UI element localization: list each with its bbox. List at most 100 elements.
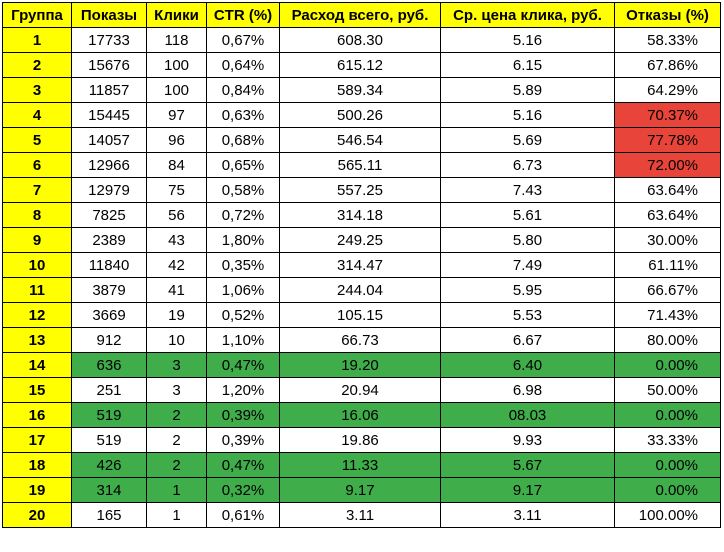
- group-cell: 11: [2, 277, 72, 303]
- group-cell: 16: [2, 402, 72, 428]
- header-avg-click-price: Ср. цена клика, руб.: [440, 2, 615, 28]
- group-cell: 4: [2, 102, 72, 128]
- avg-click-price-cell: 5.95: [440, 277, 615, 303]
- group-cell: 14: [2, 352, 72, 378]
- ctr-cell: 0,39%: [206, 402, 280, 428]
- ctr-cell: 0,52%: [206, 302, 280, 328]
- impressions-cell: 15445: [71, 102, 147, 128]
- impressions-cell: 251: [71, 377, 147, 403]
- group-cell: 3: [2, 77, 72, 103]
- group-cell: 15: [2, 377, 72, 403]
- impressions-cell: 12979: [71, 177, 147, 203]
- impressions-cell: 426: [71, 452, 147, 478]
- bounce-rate-cell: 63.64%: [614, 177, 721, 203]
- header-ctr: CTR (%): [206, 2, 280, 28]
- table-row: 2 15676 100 0,64% 615.12 6.15 67.86%: [2, 52, 721, 78]
- ctr-cell: 0,67%: [206, 27, 280, 53]
- bounce-rate-cell: 0.00%: [614, 402, 721, 428]
- total-spend-cell: 105.15: [279, 302, 441, 328]
- clicks-cell: 43: [146, 227, 207, 253]
- bounce-rate-cell: 33.33%: [614, 427, 721, 453]
- group-cell: 1: [2, 27, 72, 53]
- impressions-cell: 12966: [71, 152, 147, 178]
- clicks-cell: 41: [146, 277, 207, 303]
- total-spend-cell: 608.30: [279, 27, 441, 53]
- clicks-cell: 2: [146, 402, 207, 428]
- impressions-cell: 314: [71, 477, 147, 503]
- avg-click-price-cell: 5.89: [440, 77, 615, 103]
- avg-click-price-cell: 5.80: [440, 227, 615, 253]
- bounce-rate-cell: 0.00%: [614, 452, 721, 478]
- ctr-cell: 0,61%: [206, 502, 280, 528]
- impressions-cell: 3669: [71, 302, 147, 328]
- group-cell: 10: [2, 252, 72, 278]
- ctr-cell: 0,65%: [206, 152, 280, 178]
- impressions-cell: 165: [71, 502, 147, 528]
- table-row: 6 12966 84 0,65% 565.11 6.73 72.00%: [2, 152, 721, 178]
- clicks-cell: 42: [146, 252, 207, 278]
- clicks-cell: 1: [146, 502, 207, 528]
- table-row: 7 12979 75 0,58% 557.25 7.43 63.64%: [2, 177, 721, 203]
- table-row: 5 14057 96 0,68% 546.54 5.69 77.78%: [2, 127, 721, 153]
- bounce-rate-cell: 80.00%: [614, 327, 721, 353]
- ctr-cell: 1,80%: [206, 227, 280, 253]
- table-row: 4 15445 97 0,63% 500.26 5.16 70.37%: [2, 102, 721, 128]
- group-cell: 5: [2, 127, 72, 153]
- group-cell: 17: [2, 427, 72, 453]
- bounce-rate-cell: 30.00%: [614, 227, 721, 253]
- group-cell: 18: [2, 452, 72, 478]
- stats-table: Группа Показы Клики CTR (%) Расход всего…: [2, 2, 721, 528]
- ctr-cell: 0,47%: [206, 352, 280, 378]
- clicks-cell: 3: [146, 352, 207, 378]
- group-cell: 20: [2, 502, 72, 528]
- impressions-cell: 2389: [71, 227, 147, 253]
- group-cell: 8: [2, 202, 72, 228]
- ctr-cell: 1,06%: [206, 277, 280, 303]
- impressions-cell: 912: [71, 327, 147, 353]
- clicks-cell: 1: [146, 477, 207, 503]
- table-row: 16 519 2 0,39% 16.06 08.03 0.00%: [2, 402, 721, 428]
- avg-click-price-cell: 5.16: [440, 27, 615, 53]
- header-clicks: Клики: [146, 2, 207, 28]
- bounce-rate-cell: 63.64%: [614, 202, 721, 228]
- bounce-rate-cell: 61.11%: [614, 252, 721, 278]
- group-cell: 19: [2, 477, 72, 503]
- total-spend-cell: 19.86: [279, 427, 441, 453]
- ctr-cell: 0,47%: [206, 452, 280, 478]
- table-row: 8 7825 56 0,72% 314.18 5.61 63.64%: [2, 202, 721, 228]
- avg-click-price-cell: 5.69: [440, 127, 615, 153]
- ctr-cell: 0,58%: [206, 177, 280, 203]
- bounce-rate-cell: 58.33%: [614, 27, 721, 53]
- bounce-rate-cell: 70.37%: [614, 102, 721, 128]
- clicks-cell: 3: [146, 377, 207, 403]
- bounce-rate-cell: 77.78%: [614, 127, 721, 153]
- bounce-rate-cell: 66.67%: [614, 277, 721, 303]
- avg-click-price-cell: 08.03: [440, 402, 615, 428]
- total-spend-cell: 244.04: [279, 277, 441, 303]
- avg-click-price-cell: 5.16: [440, 102, 615, 128]
- table-row: 9 2389 43 1,80% 249.25 5.80 30.00%: [2, 227, 721, 253]
- avg-click-price-cell: 6.73: [440, 152, 615, 178]
- avg-click-price-cell: 9.17: [440, 477, 615, 503]
- clicks-cell: 100: [146, 77, 207, 103]
- clicks-cell: 100: [146, 52, 207, 78]
- clicks-cell: 2: [146, 427, 207, 453]
- total-spend-cell: 546.54: [279, 127, 441, 153]
- avg-click-price-cell: 3.11: [440, 502, 615, 528]
- total-spend-cell: 19.20: [279, 352, 441, 378]
- total-spend-cell: 500.26: [279, 102, 441, 128]
- group-cell: 12: [2, 302, 72, 328]
- header-group: Группа: [2, 2, 72, 28]
- avg-click-price-cell: 7.43: [440, 177, 615, 203]
- group-cell: 6: [2, 152, 72, 178]
- total-spend-cell: 11.33: [279, 452, 441, 478]
- ctr-cell: 0,72%: [206, 202, 280, 228]
- table-row: 20 165 1 0,61% 3.11 3.11 100.00%: [2, 502, 721, 528]
- total-spend-cell: 615.12: [279, 52, 441, 78]
- group-cell: 7: [2, 177, 72, 203]
- clicks-cell: 56: [146, 202, 207, 228]
- table-row: 19 314 1 0,32% 9.17 9.17 0.00%: [2, 477, 721, 503]
- total-spend-cell: 9.17: [279, 477, 441, 503]
- total-spend-cell: 589.34: [279, 77, 441, 103]
- total-spend-cell: 249.25: [279, 227, 441, 253]
